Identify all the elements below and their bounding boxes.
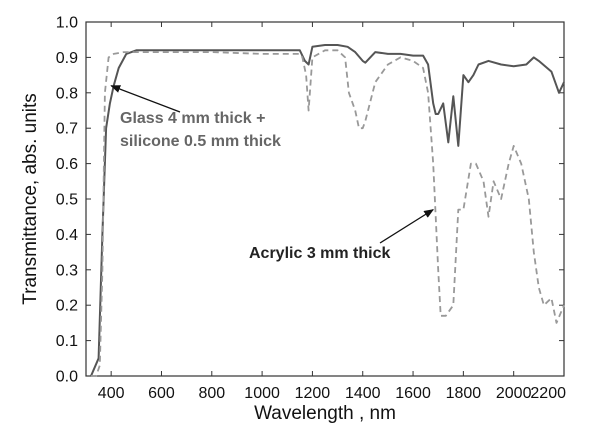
y-tick-label: 0.7 — [56, 121, 78, 138]
x-tick-label: 1000 — [244, 385, 280, 402]
annotation-label: silicone 0.5 mm thick — [120, 133, 281, 150]
plot-area-frame — [85, 21, 565, 377]
y-tick-label: 0.5 — [56, 192, 78, 209]
x-tick-label: 600 — [148, 385, 175, 402]
series-layer — [90, 44, 565, 377]
x-axis-title: Wavelength , nm — [254, 403, 396, 424]
x-tick-label: 2200 — [530, 385, 566, 402]
series-line-glass-silicone — [90, 44, 565, 377]
y-tick-label: 0.9 — [56, 50, 78, 67]
y-tick-label: 1.0 — [56, 15, 78, 32]
y-tick-label: 0.2 — [56, 298, 78, 315]
x-tick-label: 1400 — [345, 385, 381, 402]
annotation-label: Acrylic 3 mm thick — [249, 245, 391, 262]
annotation-arrow — [110, 85, 181, 113]
y-tick-label: 0.0 — [56, 369, 78, 386]
annotation-layer: Glass 4 mm thick + silicone 0.5 mm thick A… — [110, 85, 435, 262]
x-tick-label: 400 — [98, 385, 125, 402]
annotation-arrow — [379, 209, 435, 244]
x-tick-label: 2000 — [496, 385, 532, 402]
y-axis-title: Transmittance, abs. units — [20, 93, 41, 305]
y-tick-label: 0.8 — [56, 85, 78, 102]
x-tick-label: 1200 — [295, 385, 331, 402]
y-axis-ticks: 0.0 0.1 0.2 0.3 0.4 0.5 0.6 0.7 0.8 0.9 1.0 — [56, 15, 564, 386]
y-tick-label: 0.1 — [56, 333, 78, 350]
y-tick-label: 0.3 — [56, 262, 78, 279]
x-tick-label: 1600 — [395, 385, 431, 402]
x-tick-label: 1800 — [446, 385, 482, 402]
y-tick-label: 0.4 — [56, 227, 78, 244]
annotation-label: Glass 4 mm thick + — [120, 110, 265, 127]
x-tick-label: 800 — [198, 385, 225, 402]
y-tick-label: 0.6 — [56, 156, 78, 173]
series-line-acrylic — [91, 49, 565, 377]
